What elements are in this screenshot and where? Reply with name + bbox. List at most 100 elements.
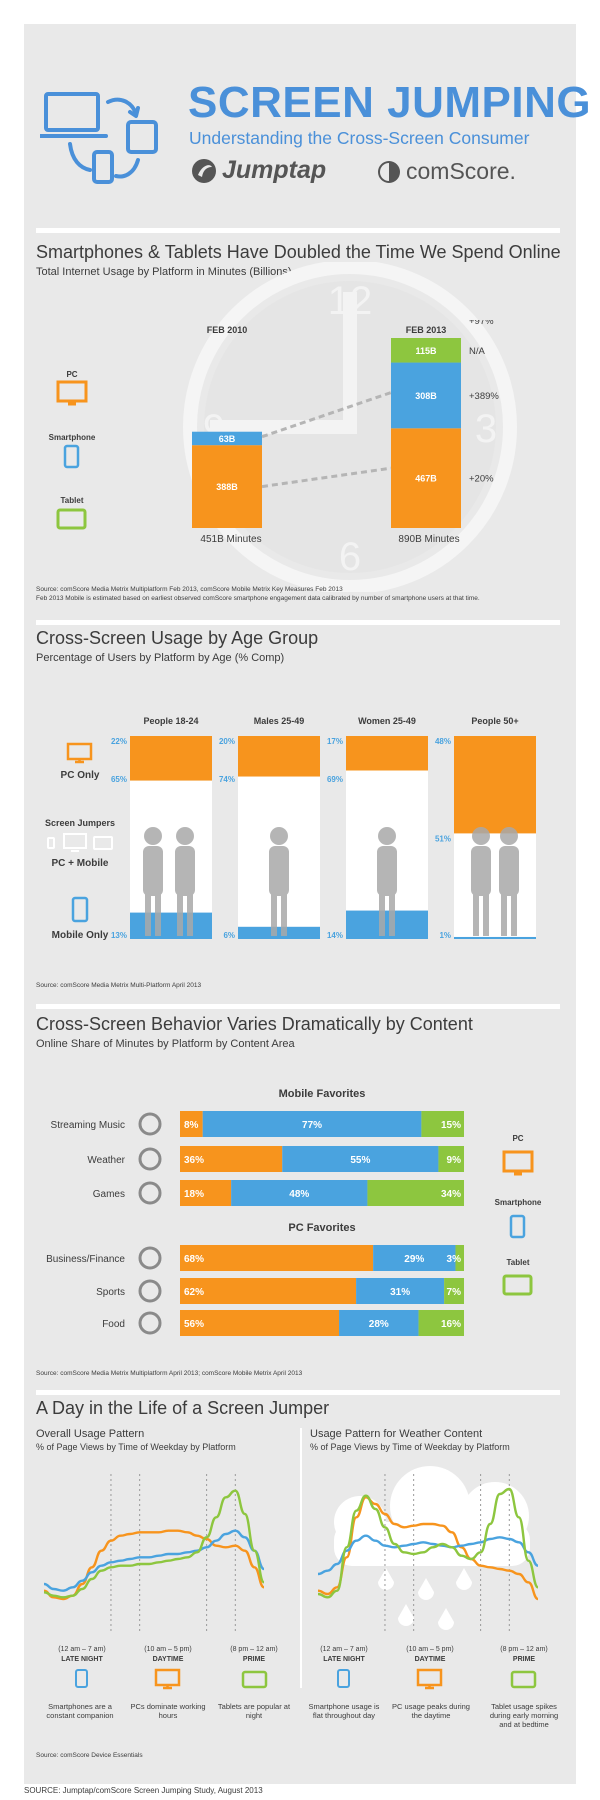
silhouette-body — [175, 846, 195, 896]
chart3-category-label: Sports — [96, 1287, 125, 1298]
burger-icon-shape — [138, 1311, 162, 1335]
chart3-value-label: 48% — [289, 1189, 309, 1200]
usage-bar-chart: 388B 63B 467B 308B 115B +97% N/A +389% +20% — [192, 320, 499, 528]
content-share-chart: Streaming Music 8% 77% 15% Weather 36% 55% 9% Ga… — [46, 1111, 464, 1336]
chart3-bar-tablet — [438, 1146, 464, 1172]
chart3-category-label: Business/Finance — [46, 1254, 125, 1265]
comscore-logo-text: comScore. — [406, 158, 516, 184]
legend-smartphone-label: Smartphone — [494, 1198, 542, 1207]
section2-subtitle: Percentage of Users by Platform by Age (… — [36, 652, 285, 664]
divider — [36, 228, 560, 233]
silhouette-leg — [501, 894, 507, 936]
period-note: Smartphones are a constant companion — [46, 1702, 114, 1720]
section2-source: Source: comScore Media Metrix Multi-Plat… — [36, 982, 202, 989]
period-range: (12 am – 7 am) — [320, 1646, 368, 1653]
chart1-value-label: 388B — [216, 482, 238, 492]
weather-icon-shape — [138, 1147, 162, 1171]
right-chart-title: Usage Pattern for Weather Content — [310, 1428, 483, 1440]
smartphone-icon — [337, 1669, 350, 1688]
jumptap-mark-icon — [192, 158, 216, 183]
legend-smartphone-label: Smartphone — [48, 433, 96, 442]
comscore-mark-icon — [378, 160, 400, 183]
pc-icon — [56, 380, 88, 406]
chart2-value-label: 14% — [327, 931, 343, 940]
jumptap-logo-text: Jumptap — [222, 156, 327, 184]
smartphone-icon — [63, 444, 80, 469]
chart2-bar-mobile-only — [454, 936, 536, 939]
chart3-value-label: 34% — [441, 1189, 461, 1200]
chart2-bar-mobile-only — [346, 910, 428, 939]
chart2-bar-mobile-only — [238, 926, 320, 939]
chart1-connector — [261, 391, 392, 439]
line-series-smartphone — [317, 1534, 539, 1576]
chart3-bar-pc — [180, 1146, 283, 1172]
chart1-total-label: 890B Minutes — [398, 534, 460, 545]
piggy-bank-icon — [138, 1246, 162, 1270]
chart3-value-label: 8% — [184, 1120, 199, 1131]
chart3-bar-tablet — [444, 1278, 464, 1304]
silhouette-leg — [155, 894, 161, 936]
weather-icon — [138, 1147, 162, 1171]
chart3-value-label: 56% — [184, 1319, 204, 1330]
chart1-total-label: 451B Minutes — [200, 534, 262, 545]
page-title: SCREEN JUMPING — [188, 78, 592, 127]
chart2-bar-pc-only — [454, 736, 536, 834]
chart3-bar-tablet — [418, 1310, 464, 1336]
chart3-bar-pc — [180, 1180, 232, 1206]
silhouette-leg — [483, 894, 489, 936]
section4-source: Source: comScore Device Essentials — [36, 1752, 143, 1759]
chart3-bar-tablet — [421, 1111, 464, 1137]
chart2-value-label: 65% — [111, 775, 127, 784]
chart2-value-label: 17% — [327, 737, 343, 746]
chart3-value-label: 55% — [350, 1155, 370, 1166]
chart3-value-label: 62% — [184, 1287, 204, 1298]
legend-pc-label: PC — [512, 1134, 524, 1143]
line-series-pc — [43, 1529, 265, 1601]
arrow-icon — [68, 142, 92, 172]
chart1-value-label: 467B — [415, 474, 437, 484]
chart1-category-label: FEB 2013 — [405, 325, 447, 335]
chart1-bar-pc — [391, 428, 461, 528]
pc-favorites-heading: PC Favorites — [288, 1222, 356, 1234]
chart2-category-label: People 18-24 — [143, 716, 198, 726]
line-series-tablet — [43, 1489, 266, 1599]
comscore-logo: comScore. — [376, 158, 516, 185]
pc-icon — [416, 1668, 443, 1690]
silhouette-leg — [271, 894, 277, 936]
chart2-value-label: 13% — [111, 931, 127, 940]
chart3-category-label: Food — [102, 1319, 125, 1330]
chart2-bar-pc-only — [238, 736, 320, 777]
arrow-icon — [114, 158, 140, 179]
chart3-value-label: 77% — [302, 1120, 322, 1131]
silhouette-leg — [145, 894, 151, 936]
section1-source-note: Feb 2013 Mobile is estimated based on ea… — [36, 595, 480, 602]
chart1-growth-label: +389% — [469, 391, 499, 402]
chart1-value-label: 63B — [219, 434, 236, 444]
chart1-bar-tablet — [391, 338, 461, 363]
devices-illustration — [40, 92, 158, 184]
chart2-bar-mobile-only — [130, 912, 212, 939]
line-series-pc — [317, 1496, 539, 1601]
silhouette-leg — [281, 894, 287, 936]
pc-icon — [66, 742, 93, 764]
chart1-connector — [261, 466, 392, 489]
legend-tablet-label: Tablet — [60, 496, 84, 505]
footer-source: SOURCE: Jumptap/comScore Screen Jumping … — [24, 1786, 263, 1795]
chart3-bar-smartphone — [202, 1111, 422, 1137]
period-note: PCs dominate working hours — [130, 1702, 206, 1720]
period-name: DAYTIME — [152, 1656, 184, 1663]
chart2-value-label: 69% — [327, 775, 343, 784]
piggy-bank-icon-shape — [138, 1246, 162, 1270]
multi-device-icon — [47, 833, 113, 852]
person-silhouette-icon — [471, 827, 519, 936]
page-subtitle: Understanding the Cross-Screen Consumer — [189, 128, 530, 148]
section3-source: Source: comScore Media Metrix Multiplatf… — [36, 1370, 303, 1377]
chart1-value-label: 308B — [415, 391, 437, 401]
period-name: LATE NIGHT — [61, 1656, 103, 1663]
chart2-value-label: 1% — [439, 931, 451, 940]
chart3-bar-smartphone — [373, 1245, 456, 1271]
person-silhouette-icon — [143, 827, 195, 936]
silhouette-head — [500, 827, 518, 845]
headphones-icon — [138, 1112, 162, 1136]
divider — [36, 1004, 560, 1009]
